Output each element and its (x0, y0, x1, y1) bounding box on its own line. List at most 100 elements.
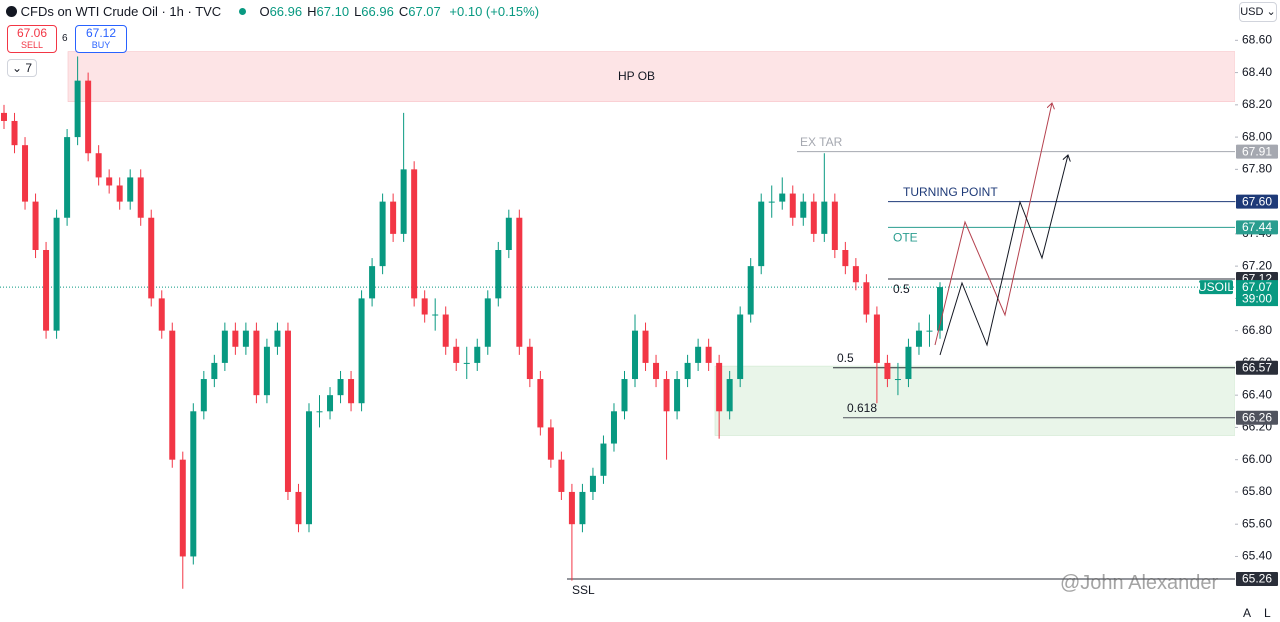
candle-body (632, 330, 639, 380)
candle-body (684, 362, 691, 380)
price-tag-label: 67.60 (1242, 194, 1272, 208)
candle-body (547, 427, 554, 460)
symbol-title[interactable]: CFDs on WTI Crude Oil · 1h · TVC (20, 4, 222, 19)
candle-body (158, 298, 165, 331)
candle-body (737, 314, 744, 380)
candle-body (253, 330, 260, 396)
candle-body (789, 193, 796, 218)
level-name: 0.5 (893, 282, 910, 296)
candle-body (894, 379, 901, 381)
candle-body (337, 379, 344, 396)
candle-body (43, 250, 50, 331)
symbol-header: CFDs on WTI Crude Oil · 1h · TVC O66.96 H… (6, 4, 539, 19)
last-price-label: 67.07 (1242, 280, 1272, 294)
ohlc: O66.96 H67.10 L66.96 C67.07 (259, 4, 445, 19)
projection-path (934, 103, 1052, 346)
price-tag (1236, 194, 1278, 209)
sell-label: SELL (20, 40, 44, 50)
auto-scale[interactable]: A (1243, 606, 1252, 620)
candle-body (926, 330, 933, 332)
candle-body (505, 217, 512, 250)
candle-body (137, 177, 144, 218)
y-tick-label: 65.80 (1242, 484, 1272, 498)
sell-price: 67.06 (16, 26, 48, 40)
currency-select[interactable]: USD ⌄ (1239, 2, 1277, 22)
candle-body (810, 201, 817, 234)
y-tick-label: 65.40 (1242, 549, 1272, 563)
candle-body (526, 346, 533, 380)
indicators-toggle[interactable]: ⌄ 7 (7, 59, 37, 77)
candle-body (463, 362, 470, 364)
buy-price: 67.12 (85, 26, 117, 40)
projection-path (939, 155, 1068, 356)
candle-body (295, 491, 302, 525)
candle-body (53, 217, 60, 331)
candle-body (442, 314, 449, 347)
buy-label: BUY (91, 40, 111, 50)
candle-body (263, 346, 270, 396)
y-tick-label: 68.20 (1242, 97, 1272, 111)
candle-body (106, 177, 113, 186)
y-tick-label: 66.80 (1242, 323, 1272, 337)
spread: 6 (62, 33, 68, 44)
candle-body (453, 346, 460, 363)
y-tick-label: 67.80 (1242, 162, 1272, 176)
candle-body (873, 314, 880, 363)
candle-body (32, 201, 39, 250)
candle-body (642, 330, 649, 363)
candle-body (221, 330, 228, 363)
candle-body (305, 411, 312, 525)
ohlc-value: 67.10 (316, 4, 350, 19)
symbol-tag (1199, 280, 1233, 295)
candle-body (316, 411, 323, 413)
price-tag (1236, 572, 1278, 587)
price-axis (1235, 0, 1280, 622)
candle-body (22, 145, 29, 202)
candle-body (831, 201, 838, 250)
candle-body (768, 201, 775, 203)
change: +0.10 (+0.15%) (449, 4, 540, 19)
ohlc-value: 66.96 (361, 4, 394, 19)
candle-body (852, 266, 859, 283)
candle-body (64, 137, 71, 218)
log-scale[interactable]: L (1264, 606, 1271, 620)
price-tag-label: 65.26 (1242, 572, 1272, 586)
ohlc-value: 67.07 (408, 4, 441, 19)
currency: USD (1240, 6, 1264, 18)
candle-body (726, 379, 733, 412)
candle-body (232, 330, 239, 347)
candle-body (884, 362, 891, 380)
watermark: @John Alexander (1060, 572, 1219, 594)
price-tag (1236, 410, 1278, 425)
candle-body (537, 379, 544, 428)
indicator-count: 7 (25, 61, 33, 75)
candle-body (937, 287, 943, 331)
sell-button[interactable]: 67.06 SELL (7, 25, 57, 53)
candle-body (358, 298, 365, 404)
candle-body (211, 362, 218, 380)
price-tag-label: 66.26 (1242, 410, 1272, 424)
candle-body (600, 443, 607, 476)
price-tag-label: 67.44 (1242, 220, 1272, 234)
buy-button[interactable]: 67.12 BUY (75, 25, 127, 53)
candle-body (127, 177, 134, 202)
candle-body (705, 346, 712, 363)
zone-label: HP OB (618, 69, 655, 83)
candle-body (1, 112, 7, 121)
candle-body (516, 217, 523, 347)
candle-body (558, 459, 565, 492)
candle-body (242, 330, 249, 347)
candle-body (663, 379, 670, 412)
candle-body (390, 201, 397, 234)
candle-body (284, 330, 291, 492)
candle-body (369, 266, 376, 299)
candle-body (747, 266, 754, 315)
price-tag (1236, 360, 1278, 375)
level-name: TURNING POINT (903, 185, 998, 199)
ohlc-key: L (354, 4, 362, 19)
level-name: 0.5 (837, 351, 854, 365)
price-tag (1236, 220, 1278, 235)
price-tag-label: 66.57 (1242, 360, 1272, 374)
